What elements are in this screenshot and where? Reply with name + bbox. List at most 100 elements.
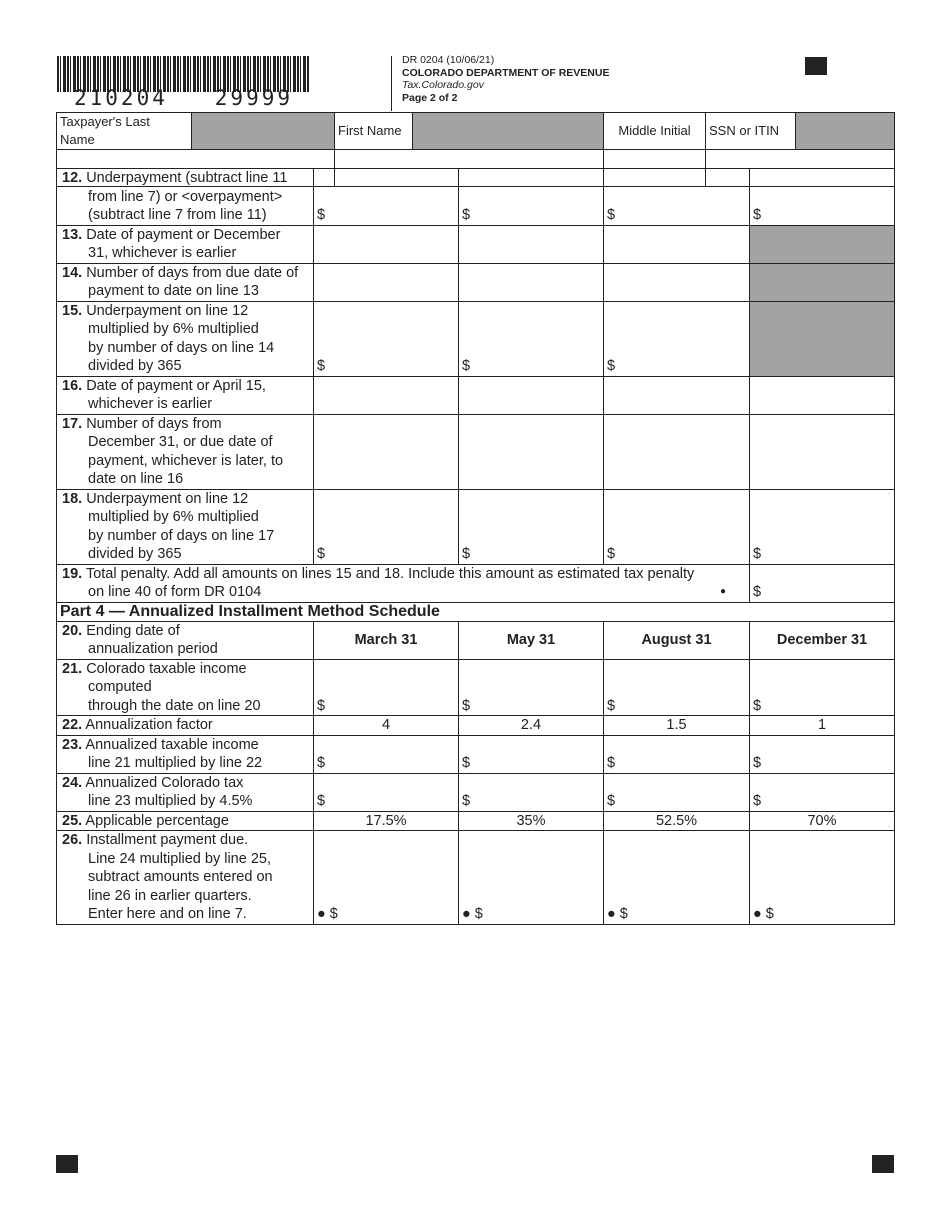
amount-field[interactable] [458,375,604,415]
amount-field[interactable] [458,262,604,302]
period-december: December 31 [749,620,895,660]
amount-field[interactable]: $ [749,658,895,716]
fixed-value: 1 [749,715,895,736]
amount-field[interactable] [313,375,459,415]
shaded-cell [795,112,895,150]
amount-field[interactable]: $ [603,772,750,812]
amount-field[interactable]: $ [458,658,604,716]
divider [391,56,392,111]
line-label: Total penalty. Add all amounts on lines … [85,565,695,601]
amount-field[interactable] [749,375,895,415]
line-20-row: 20. Ending date of annualization period … [56,620,895,660]
line-label: Number of days from December 31, or due … [86,415,284,488]
amount-field[interactable] [313,262,459,302]
amount-field[interactable]: $ [458,168,604,226]
line-label: Colorado taxable income computed through… [86,660,261,714]
line-26-row: 26. Installment payment due. Line 24 mul… [56,830,895,925]
amount-field[interactable]: ● $ [313,830,459,925]
amount-field[interactable]: $ [313,300,459,377]
line-25-row: 25. Applicable percentage 17.5% 35% 52.5% 70… [56,810,895,831]
amount-field[interactable]: ● $ [749,830,895,925]
amount-field[interactable]: $ [603,168,750,226]
amount-field[interactable] [603,262,750,302]
amount-field[interactable]: $ [313,168,459,226]
barcode [57,56,309,92]
line-label: Underpayment on line 12 multiplied by 6%… [86,302,275,375]
line-number: 22. [62,717,83,733]
amount-field[interactable]: $ [749,772,895,812]
line-label: Annualized taxable income line 21 multip… [85,736,263,772]
line-label: Installment payment due. Line 24 multipl… [86,832,273,922]
line-number: 14. [62,264,83,281]
fixed-value: 17.5% [313,810,459,831]
form-id: DR 0204 (10/06/21) [402,54,495,66]
line-label: Date of payment or December 31, whicheve… [86,226,281,262]
amount-field[interactable] [603,413,750,490]
line-18-row: 18. Underpayment on line 12 multiplied b… [56,488,895,565]
amount-field[interactable]: $ [603,658,750,716]
line-number: 24. [62,774,83,791]
line-number: 12. [62,170,83,186]
taxpayer-info-table: Taxpayer's Last Name First Name Middle I… [56,112,895,187]
amount-field[interactable]: $ [313,488,459,565]
amount-field[interactable] [603,224,750,264]
line-12-row: 12. Underpayment (subtract line 11 from … [56,168,895,226]
line-number: 25. [62,812,83,829]
period-august: August 31 [603,620,750,660]
amount-field[interactable]: $ [313,772,459,812]
amount-field[interactable]: $ [458,734,604,774]
amount-field[interactable]: $ [749,734,895,774]
amount-field[interactable]: $ [603,734,750,774]
amount-field[interactable] [313,413,459,490]
line-24-row: 24. Annualized Colorado tax line 23 mult… [56,772,895,812]
amount-field[interactable]: $ [603,300,750,377]
line-23-row: 23. Annualized taxable income line 21 mu… [56,734,895,774]
amount-field[interactable] [458,413,604,490]
amount-field[interactable]: $ [749,488,895,565]
website: Tax.Colorado.gov [402,79,484,91]
amount-field[interactable]: $ [313,658,459,716]
line-13-row: 13. Date of payment or December 31, whic… [56,224,895,264]
period-may: May 31 [458,620,604,660]
line-number: 15. [62,302,83,319]
shaded-cell [749,262,895,302]
amount-field[interactable]: $ [313,734,459,774]
penalty-table: 12. Underpayment (subtract line 11 from … [56,168,895,925]
line-19-amount-field[interactable]: $ [749,563,895,603]
line-number: 26. [62,832,83,848]
line-16-row: 16. Date of payment or April 15, whichev… [56,375,895,415]
amount-field[interactable]: ● $ [603,830,750,925]
amount-field[interactable] [313,224,459,264]
last-name-label: Taxpayer's Last Name [56,112,192,150]
line-17-row: 17. Number of days from December 31, or … [56,413,895,490]
line-number: 23. [62,736,83,753]
registration-mark [872,1155,894,1173]
barcode-number: 210204 29999 [74,86,294,110]
amount-field[interactable]: $ [749,168,895,226]
line-number: 19. [62,565,83,582]
amount-field[interactable]: $ [458,300,604,377]
amount-field[interactable] [749,413,895,490]
line-label: Ending date of annualization period [86,622,218,658]
amount-field[interactable]: $ [458,488,604,565]
part-4-title: Part 4 — Annualized Installment Method S… [56,601,895,622]
middle-initial-label: Middle Initial [603,112,706,150]
line-22-row: 22. Annualization factor 4 2.4 1.5 1 [56,715,895,736]
fixed-value: 70% [749,810,895,831]
amount-field[interactable]: $ [603,488,750,565]
fixed-value: 4 [313,715,459,736]
line-15-row: 15. Underpayment on line 12 multiplied b… [56,300,895,377]
line-label: Underpayment on line 12 multiplied by 6%… [86,490,275,563]
shaded-cell [412,112,604,150]
shaded-cell [749,300,895,377]
amount-field[interactable] [603,375,750,415]
amount-field[interactable]: $ [458,772,604,812]
line-label: Applicable percentage [85,812,229,829]
registration-mark [56,1155,78,1173]
line-label: Number of days from due date of payment … [86,264,299,300]
shaded-cell [191,112,335,150]
amount-field[interactable]: ● $ [458,830,604,925]
fixed-value: 2.4 [458,715,604,736]
department-name: COLORADO DEPARTMENT OF REVENUE [402,66,610,79]
amount-field[interactable] [458,224,604,264]
